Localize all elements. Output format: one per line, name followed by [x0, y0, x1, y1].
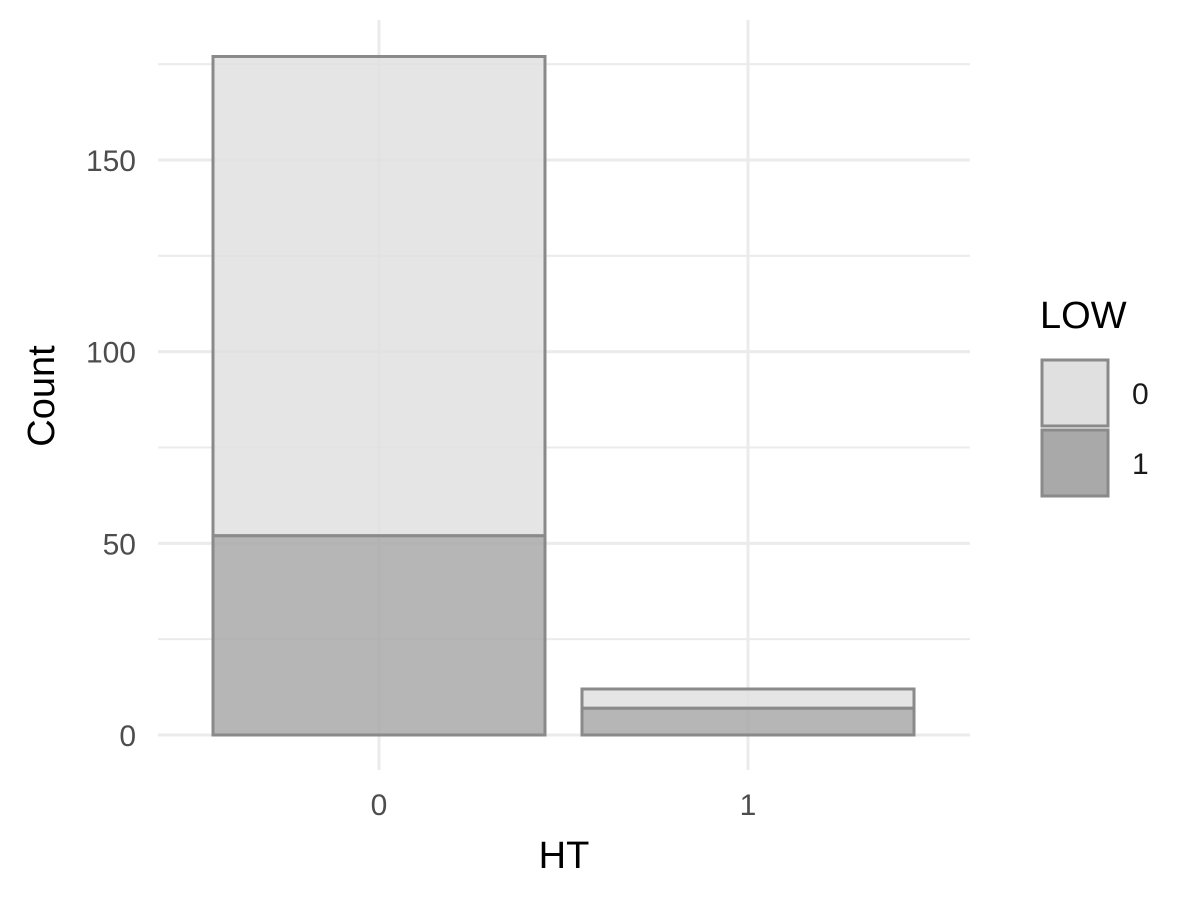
bar-ht-0-low-0: [211, 55, 547, 538]
legend-label-0: 0: [1132, 378, 1149, 411]
x-tick-label: 0: [371, 789, 388, 822]
legend: LOW 01: [1040, 295, 1149, 498]
bar-ht-0-low-1: [211, 534, 547, 737]
x-tick-label: 1: [740, 789, 757, 822]
legend-key-0: [1040, 358, 1110, 428]
legend-key-1: [1040, 428, 1110, 498]
x-axis-title: HT: [539, 835, 590, 877]
y-tick-label: 150: [86, 145, 136, 178]
y-axis-title: Count: [21, 345, 63, 447]
legend-items: 01: [1040, 358, 1149, 498]
bar-ht-1-low-1: [580, 706, 916, 737]
legend-label-1: 1: [1132, 448, 1149, 481]
bar-ht-1-low-0: [580, 687, 916, 710]
legend-title: LOW: [1040, 295, 1127, 337]
bars: [211, 55, 916, 737]
y-tick-label: 50: [103, 528, 136, 561]
y-tick-label: 100: [86, 337, 136, 370]
y-tick-labels: 0 50 100 150: [86, 145, 136, 753]
y-tick-label: 0: [119, 720, 136, 753]
